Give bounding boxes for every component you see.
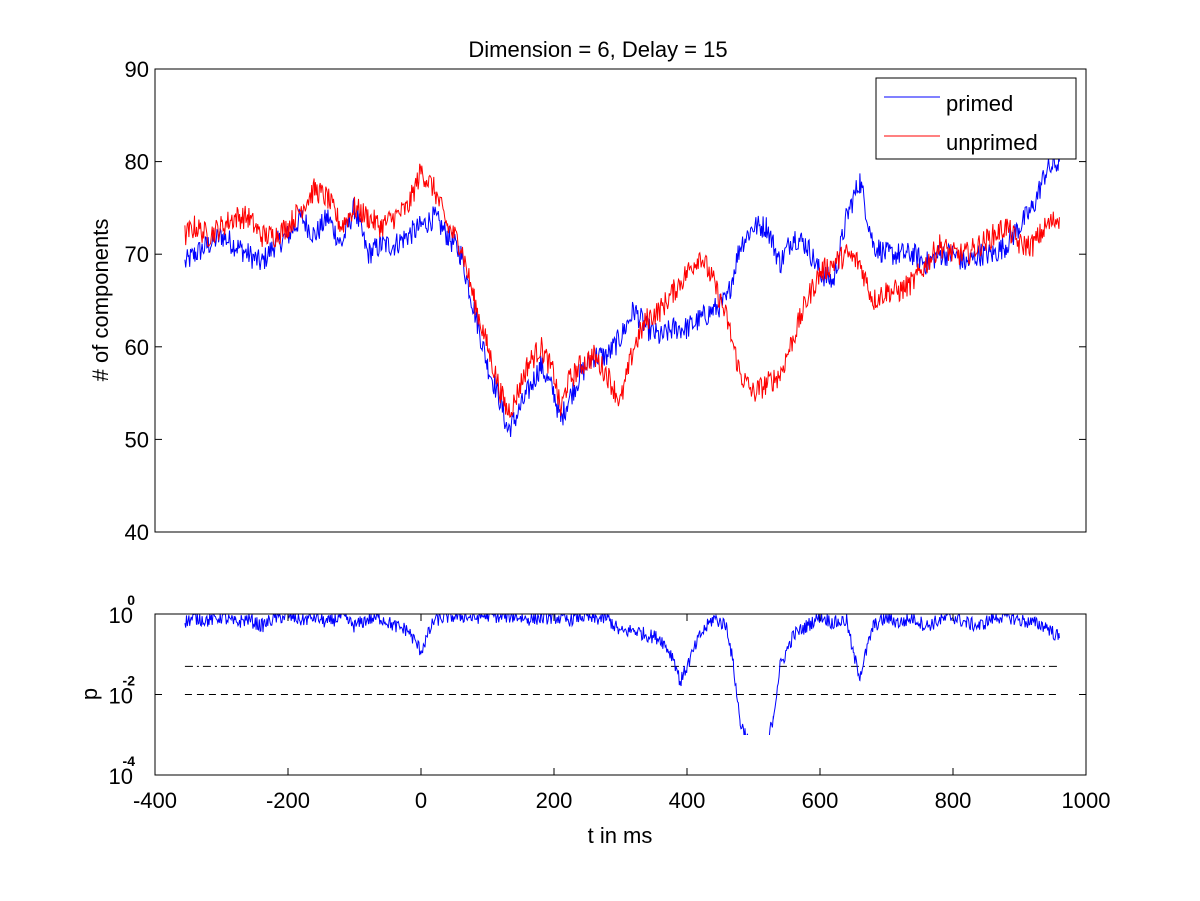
y-tick-label: 10	[109, 764, 133, 789]
top-y-axis-label: # of components	[88, 219, 113, 382]
x-tick-label: -200	[266, 788, 310, 813]
y-tick-label: 50	[125, 427, 149, 452]
y-tick-exponent: -2	[123, 673, 136, 689]
bottom-x-ticks: -400 -200 0 200 400 600 800 1000	[133, 614, 1111, 813]
y-tick-exponent: -4	[123, 753, 136, 769]
p-value-line	[184, 614, 1060, 735]
y-tick-label: 10	[109, 603, 133, 628]
x-tick-label: 1000	[1062, 788, 1111, 813]
chart-title: Dimension = 6, Delay = 15	[468, 37, 727, 62]
x-tick-label: 0	[415, 788, 427, 813]
series-line-primed	[184, 153, 1060, 438]
y-tick-label: 40	[125, 520, 149, 545]
bottom-y-axis-label: p	[77, 688, 102, 700]
x-tick-label: 600	[802, 788, 839, 813]
x-tick-label: -400	[133, 788, 177, 813]
series-line-unprimed	[184, 163, 1060, 418]
top-panel: Dimension = 6, Delay = 15 40 50 60 70 80 90 #…	[88, 37, 1087, 545]
top-y-ticks: 40 50 60 70 80 90	[125, 57, 1086, 545]
legend-label-unprimed: unprimed	[946, 130, 1038, 155]
legend-box	[875, 77, 1077, 160]
y-tick-label: 60	[125, 335, 149, 360]
y-tick-label: 70	[125, 242, 149, 267]
y-tick-label: 10	[109, 684, 133, 709]
bottom-x-axis-label: t in ms	[588, 823, 653, 848]
top-plot-area	[184, 153, 1060, 438]
y-tick-label: 80	[125, 150, 149, 175]
top-axes-box	[154, 68, 1087, 533]
x-tick-label: 800	[935, 788, 972, 813]
legend: primed unprimed	[875, 77, 1077, 160]
x-tick-label: 200	[536, 788, 573, 813]
bottom-plot-area	[184, 614, 1060, 735]
y-tick-exponent: 0	[127, 592, 135, 608]
legend-label-primed: primed	[946, 91, 1013, 116]
y-tick-label: 90	[125, 57, 149, 82]
x-tick-label: 400	[669, 788, 706, 813]
